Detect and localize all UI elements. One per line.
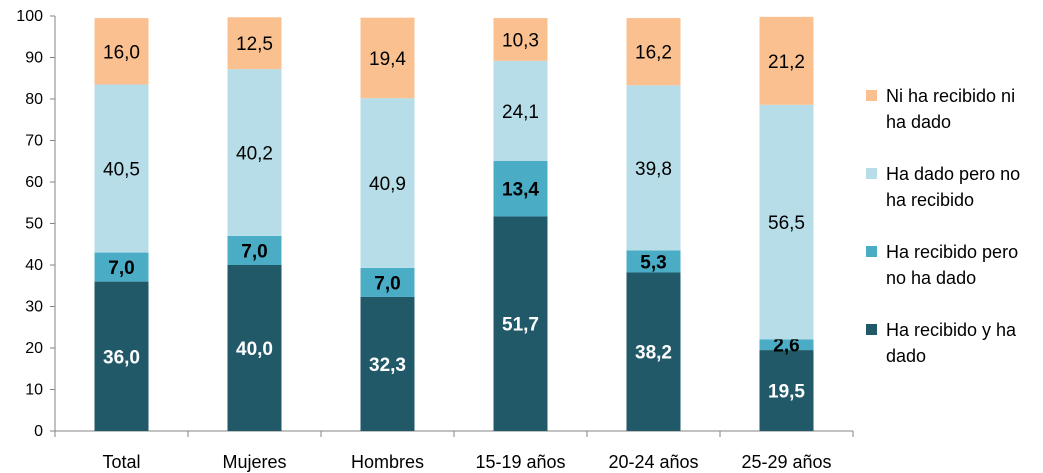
bar-segment [227,17,282,70]
y-tick-label: 10 [25,382,43,399]
bar-segment [94,281,149,431]
y-tick-label: 60 [25,174,43,191]
data-label: 12,5 [236,34,273,55]
data-label: 21,2 [768,52,805,73]
y-tick-label: 30 [25,299,43,316]
bar-segment [94,84,149,253]
category-label: 25-29 años [741,452,831,472]
legend-swatch [866,324,877,335]
category-label: Mujeres [222,452,286,472]
data-label: 16,0 [103,42,140,63]
bar-segment [493,60,548,161]
data-label: 16,2 [635,43,672,64]
legend-label: no ha dado [886,268,976,288]
legend-swatch [866,90,877,101]
data-label: 19,5 [768,382,805,403]
bar-segment [360,267,415,297]
category-label: 15-19 años [475,452,565,472]
axes: 0 10 20 30 40 50 60 70 80 90 100 [16,8,854,440]
data-label: 7,0 [374,273,400,294]
legend-swatch [866,246,877,257]
category-labels: Total Mujeres Hombres 15-19 años 20-24 años 2… [102,452,831,472]
legend-label: ha recibido [886,190,974,210]
y-tick-label: 70 [25,133,43,150]
bar-segment [759,339,814,351]
category-label: Total [102,452,140,472]
legend-label: ha dado [886,112,951,132]
category-label: 20-24 años [608,452,698,472]
data-label: 40,0 [236,339,273,360]
data-label: 24,1 [502,102,539,123]
bar-segment [94,18,149,85]
y-tick-label: 90 [25,50,43,67]
y-tick-label: 0 [34,423,43,440]
bar-segment [626,85,681,251]
y-tick-label: 80 [25,91,43,108]
bar-segment [759,104,814,340]
legend: Ni ha recibido ni ha dado Ha dado pero no h… [866,86,1020,366]
legend-label: Ha recibido pero [886,242,1018,262]
bar-segment [759,350,814,431]
data-label: 39,8 [635,159,672,180]
y-tick-label: 40 [25,257,43,274]
bar-segment [626,250,681,273]
bar-segment [493,160,548,217]
bar-segment [360,17,415,99]
data-label: 40,5 [103,160,140,181]
legend-label: Ha recibido y ha [886,320,1017,340]
bar-segment [227,69,282,236]
y-tick-label: 100 [16,8,43,25]
category-label: Hombres [351,452,424,472]
data-label: 13,4 [502,180,539,201]
bar-segment [94,252,149,282]
bar-segment [360,98,415,268]
bar-segment [626,272,681,431]
y-tick-label: 50 [25,216,43,233]
bar-segment [626,18,681,86]
data-label: 40,2 [236,144,273,165]
data-label: 7,0 [241,241,267,262]
data-label: 40,9 [369,174,406,195]
bar-segment [227,265,282,431]
data-label: 10,3 [502,30,539,51]
bar-segment [227,235,282,265]
legend-label: Ha dado pero no [886,164,1020,184]
legend-label: Ni ha recibido ni [886,86,1015,106]
bar-segment [759,16,814,105]
data-label: 19,4 [369,49,406,70]
bar-segment [493,216,548,431]
data-label: 36,0 [103,347,140,368]
data-label: 51,7 [502,315,539,336]
bars: 36,0 7,0 40,5 16,0 40,0 7,0 40,2 12,5 32,3 7,0 40,… [94,16,814,431]
bar-segment [360,296,415,431]
data-label: 32,3 [369,355,406,376]
legend-swatch [866,168,877,179]
data-label: 7,0 [108,258,134,279]
y-tick-label: 20 [25,340,43,357]
data-label: 56,5 [768,213,805,234]
bar-segment [493,18,548,61]
data-label: 38,2 [635,343,672,364]
legend-label: dado [886,346,926,366]
data-label: 2,6 [773,336,799,357]
data-label: 5,3 [640,252,666,273]
